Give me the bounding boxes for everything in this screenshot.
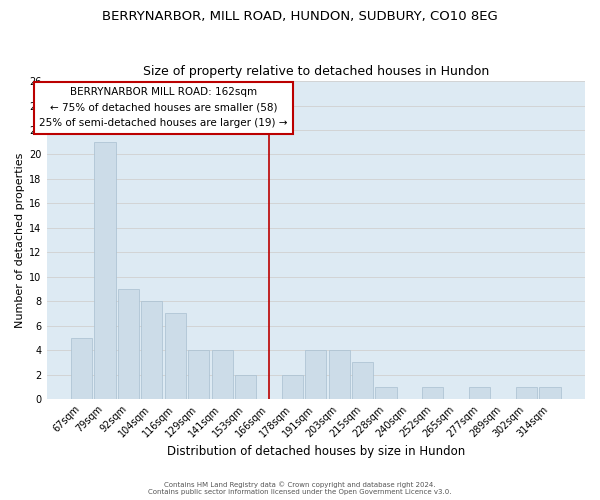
Bar <box>469 387 490 399</box>
Bar <box>141 301 163 399</box>
Bar <box>305 350 326 399</box>
Bar <box>516 387 537 399</box>
Bar <box>188 350 209 399</box>
Bar <box>329 350 350 399</box>
Bar <box>118 289 139 399</box>
Bar <box>164 314 186 399</box>
Text: Contains public sector information licensed under the Open Government Licence v3: Contains public sector information licen… <box>148 489 452 495</box>
Bar <box>352 362 373 399</box>
Bar <box>94 142 116 399</box>
Bar <box>71 338 92 399</box>
Bar <box>376 387 397 399</box>
Bar <box>212 350 233 399</box>
Bar <box>282 374 303 399</box>
Title: Size of property relative to detached houses in Hundon: Size of property relative to detached ho… <box>143 66 489 78</box>
Bar <box>422 387 443 399</box>
Text: BERRYNARBOR MILL ROAD: 162sqm
← 75% of detached houses are smaller (58)
25% of s: BERRYNARBOR MILL ROAD: 162sqm ← 75% of d… <box>39 87 288 128</box>
X-axis label: Distribution of detached houses by size in Hundon: Distribution of detached houses by size … <box>167 444 465 458</box>
Bar <box>539 387 560 399</box>
Text: Contains HM Land Registry data © Crown copyright and database right 2024.: Contains HM Land Registry data © Crown c… <box>164 481 436 488</box>
Text: BERRYNARBOR, MILL ROAD, HUNDON, SUDBURY, CO10 8EG: BERRYNARBOR, MILL ROAD, HUNDON, SUDBURY,… <box>102 10 498 23</box>
Bar <box>235 374 256 399</box>
Y-axis label: Number of detached properties: Number of detached properties <box>15 152 25 328</box>
